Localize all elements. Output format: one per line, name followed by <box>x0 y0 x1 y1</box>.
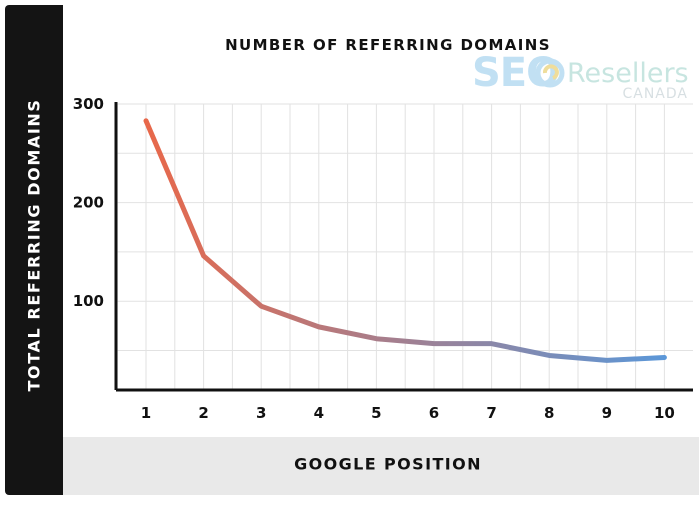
x-tick-label: 8 <box>544 404 554 422</box>
axes <box>114 102 693 392</box>
seo-resellers-watermark: SEO Resellers CANADA <box>472 50 690 104</box>
data-point <box>374 336 379 341</box>
x-axis-band <box>63 437 699 495</box>
x-tick-label: 3 <box>256 404 266 422</box>
watermark-seo-text: SEO <box>472 50 560 96</box>
x-tick-label: 4 <box>314 404 324 422</box>
x-axis-label: GOOGLE POSITION <box>294 454 482 474</box>
series-line-group <box>143 118 667 363</box>
watermark-swirl-icon <box>535 58 565 88</box>
y-tick-label: 300 <box>73 95 104 113</box>
data-point <box>547 353 552 358</box>
data-point <box>201 253 206 258</box>
x-tick-label: 2 <box>198 404 208 422</box>
grid-lines <box>116 103 693 390</box>
data-point <box>662 355 667 360</box>
watermark-resellers-text: Resellers <box>567 58 689 89</box>
chart-title: NUMBER OF REFERRING DOMAINS <box>225 36 551 54</box>
x-tick-label: 5 <box>371 404 381 422</box>
series-line <box>143 118 667 363</box>
x-tick-label: 7 <box>486 404 496 422</box>
data-point <box>316 324 321 329</box>
watermark-canada-text: CANADA <box>622 86 688 102</box>
data-point <box>432 341 437 346</box>
x-tick-label: 9 <box>602 404 612 422</box>
x-tick-label: 6 <box>429 404 439 422</box>
data-point <box>259 304 264 309</box>
y-axis-band <box>5 5 63 495</box>
y-tick-label: 200 <box>73 194 104 212</box>
x-tick-label: 1 <box>141 404 151 422</box>
tick-labels: 100 200 300 1 2 3 4 5 6 7 8 9 10 <box>73 95 675 422</box>
x-tick-label: 10 <box>654 404 675 422</box>
y-tick-label: 100 <box>73 292 104 310</box>
data-point <box>144 118 149 123</box>
data-point <box>604 358 609 363</box>
data-point <box>489 341 494 346</box>
